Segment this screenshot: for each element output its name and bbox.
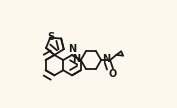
Text: N: N	[68, 44, 77, 53]
Text: S: S	[47, 32, 54, 42]
Text: O: O	[109, 69, 117, 79]
Text: N: N	[102, 54, 110, 64]
Text: N: N	[72, 54, 80, 64]
